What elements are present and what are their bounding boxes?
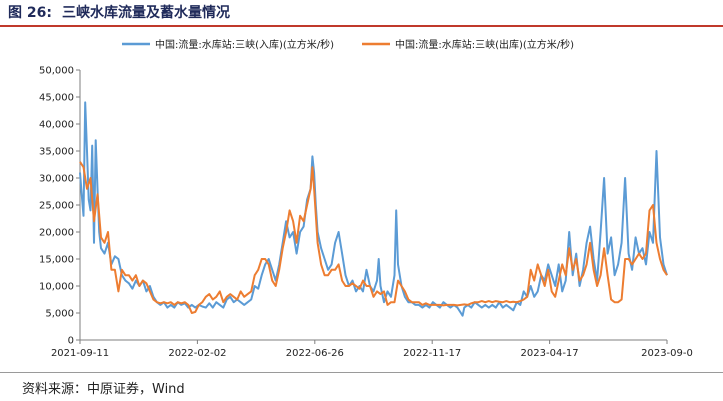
legend-label-outflow: 中国:流量:水库站:三峡(出库)(立方米/秒) [395, 38, 574, 51]
legend-label-inflow: 中国:流量:水库站:三峡(入库)(立方米/秒) [155, 38, 334, 51]
x-tick-label: 2022-06-26 [286, 348, 344, 359]
x-tick-label: 2021-09-11 [51, 348, 109, 359]
y-tick-label: 20,000 [39, 228, 74, 239]
x-tick-label: 2023-04-17 [521, 348, 579, 359]
y-tick-label: 10,000 [39, 282, 74, 293]
y-tick-label: 40,000 [39, 120, 74, 131]
x-tick-label: 2023-09-0 [641, 348, 693, 359]
source-note: 资料来源：中原证券，Wind [22, 382, 185, 397]
y-tick-label: 50,000 [39, 66, 74, 77]
y-tick-label: 0 [68, 336, 74, 347]
y-tick-label: 45,000 [39, 93, 74, 104]
y-tick-label: 25,000 [39, 201, 74, 212]
y-tick-label: 30,000 [39, 174, 74, 185]
title-underline [0, 25, 723, 27]
y-tick-label: 15,000 [39, 255, 74, 266]
figure-number: 图 26: [8, 5, 52, 21]
y-tick-label: 35,000 [39, 147, 74, 158]
series-line-outflow [79, 161, 668, 314]
x-tick-label: 2022-02-02 [168, 348, 226, 359]
y-tick-label: 5,000 [45, 309, 74, 320]
series-line-inflow [79, 101, 668, 317]
figure-title: 图 26: 三峡水库流量及蓄水量情况 [6, 2, 230, 24]
figure-title-text: 三峡水库流量及蓄水量情况 [61, 5, 230, 21]
line-chart: 0 5,000 10,000 15,000 20,000 25,000 30,000 35,0… [39, 38, 693, 359]
x-tick-label: 2022-11-17 [403, 348, 461, 359]
bottom-divider [0, 372, 723, 373]
